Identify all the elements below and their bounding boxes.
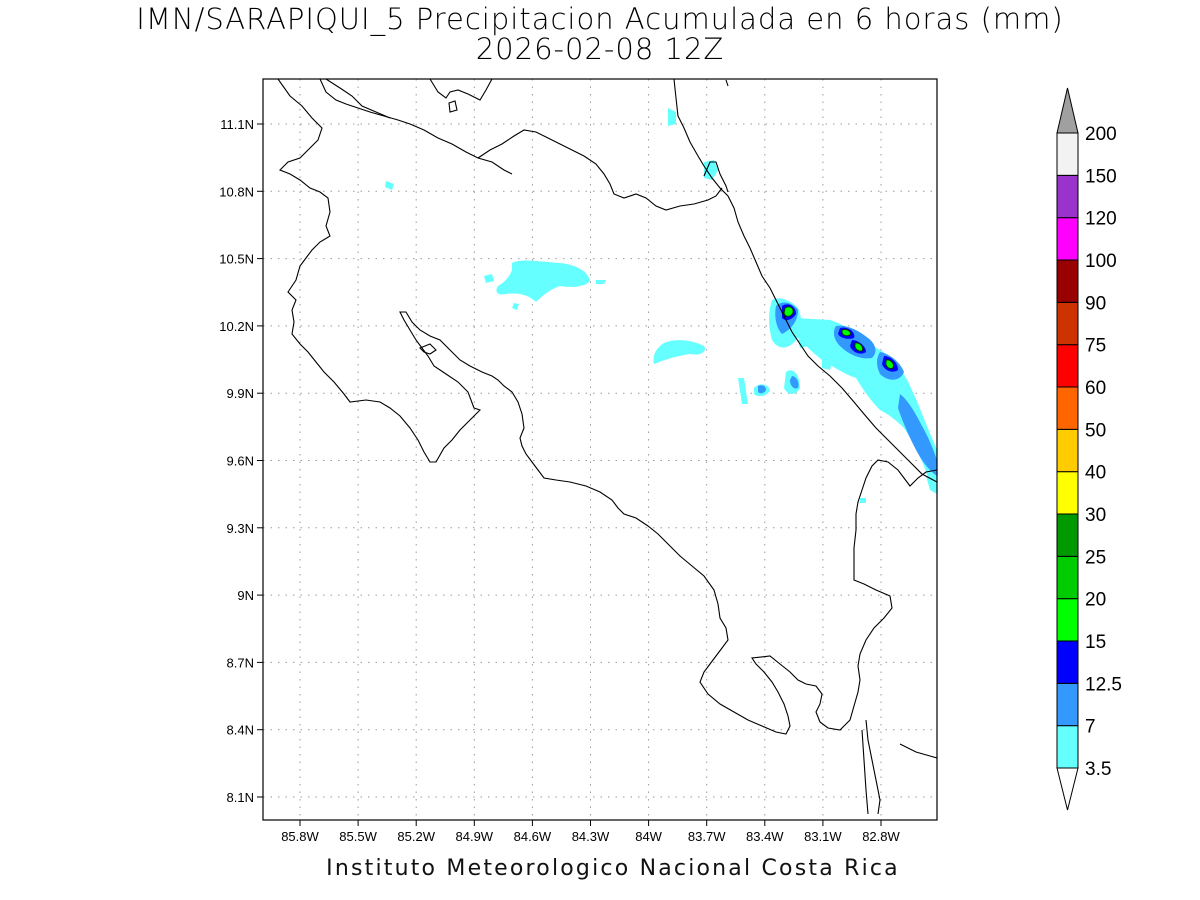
lat-tick-label: 9.6N (227, 454, 254, 469)
precip-area (596, 280, 606, 284)
colorbar-swatch (1056, 513, 1079, 557)
colorbar-label: 200 (1085, 124, 1117, 145)
precip-area (860, 498, 866, 503)
colorbar-label: 60 (1085, 378, 1106, 399)
colorbar-swatch (1056, 174, 1079, 219)
precip-area (790, 376, 799, 389)
colorbar: 3.5 7 12.5 15 20 25 30 40 50 60 75 90 100 120 150 200 (1056, 87, 1122, 811)
lon-tick-label: 83.1W (804, 829, 842, 844)
coastline (277, 79, 937, 815)
colorbar-label: 75 (1085, 336, 1106, 357)
colorbar-swatch (1056, 259, 1079, 303)
map-title: IMN/SARAPIQUI_5 Precipitacion Acumulada … (136, 2, 1064, 36)
colorbar-swatch (1056, 725, 1079, 769)
colorbar-label: 25 (1085, 547, 1106, 568)
colorbar-label: 90 (1085, 293, 1106, 314)
lon-tick-label: 85.5W (339, 829, 377, 844)
precip-area (512, 303, 519, 310)
colorbar-under-arrow (1056, 767, 1079, 811)
precip-area (841, 329, 851, 337)
lat-tick-label: 9.9N (227, 386, 254, 401)
colorbar-label: 12.5 (1085, 674, 1122, 695)
lon-tick-label: 84.6W (514, 829, 552, 844)
lat-tick-label: 10.2N (219, 319, 254, 334)
lat-tick-label: 10.8N (219, 184, 254, 199)
lat-tick-label: 9N (237, 588, 254, 603)
colorbar-label: 150 (1085, 166, 1117, 187)
colorbar-swatch (1056, 132, 1079, 176)
colorbar-label: 3.5 (1085, 759, 1111, 780)
colorbar-label: 20 (1085, 590, 1106, 611)
precip-area (758, 385, 766, 394)
precip-area (704, 160, 718, 180)
colorbar-swatch (1056, 471, 1079, 515)
colorbar-label: 40 (1085, 463, 1106, 484)
lat-tick-label: 8.7N (227, 655, 254, 670)
lon-tick-label: 83.4W (746, 829, 784, 844)
colorbar-label: 100 (1085, 251, 1117, 272)
precip-area (885, 359, 894, 369)
precip-area (783, 306, 794, 317)
colorbar-swatch (1056, 640, 1079, 684)
lon-tick-label: 82.8W (862, 829, 900, 844)
colorbar-swatch (1056, 428, 1079, 473)
lat-tick-label: 8.1N (227, 790, 254, 805)
map-subtitle: 2026-02-08 12Z (475, 32, 725, 66)
map-frame (262, 78, 938, 821)
precipitation-field (385, 108, 937, 503)
precip-area (822, 360, 832, 370)
colorbar-over-arrow (1056, 87, 1079, 134)
lon-tick-label: 85.2W (397, 829, 435, 844)
colorbar-label: 120 (1085, 209, 1117, 230)
precip-area (484, 274, 494, 283)
colorbar-swatch (1056, 386, 1079, 430)
lon-tick-label: 84W (635, 829, 662, 844)
lat-tick-label: 10.5N (219, 252, 254, 267)
precip-area (496, 260, 590, 302)
precip-area (668, 108, 676, 126)
colorbar-swatch (1056, 555, 1079, 600)
precip-area (738, 378, 748, 404)
lon-tick-label: 84.3W (572, 829, 610, 844)
precip-area (385, 181, 394, 190)
colorbar-swatch (1056, 301, 1079, 346)
lat-tick-label: 11.1N (220, 117, 254, 132)
colorbar-label: 30 (1085, 505, 1106, 526)
colorbar-label: 15 (1085, 632, 1106, 653)
map-grid (263, 79, 937, 820)
colorbar-label: 7 (1085, 717, 1096, 738)
lon-tick-label: 85.8W (281, 829, 319, 844)
credit-line: Instituto Meteorologico Nacional Costa R… (326, 856, 900, 881)
colorbar-swatch (1056, 682, 1079, 727)
lon-tick-label: 83.7W (688, 829, 726, 844)
colorbar-label: 50 (1085, 420, 1106, 441)
lon-tick-label: 84.9W (456, 829, 494, 844)
colorbar-swatch (1056, 598, 1079, 642)
colorbar-swatch (1056, 344, 1079, 388)
axis-ticks: 85.8W 85.5W 85.2W 84.9W 84.6W 84.3W 84W 83.7W 83… (219, 117, 900, 844)
precip-area (898, 394, 937, 476)
lat-tick-label: 8.4N (227, 723, 254, 738)
colorbar-swatch (1056, 217, 1079, 261)
lat-tick-label: 9.3N (227, 521, 254, 536)
precip-area (854, 342, 863, 352)
precip-area (653, 340, 706, 364)
